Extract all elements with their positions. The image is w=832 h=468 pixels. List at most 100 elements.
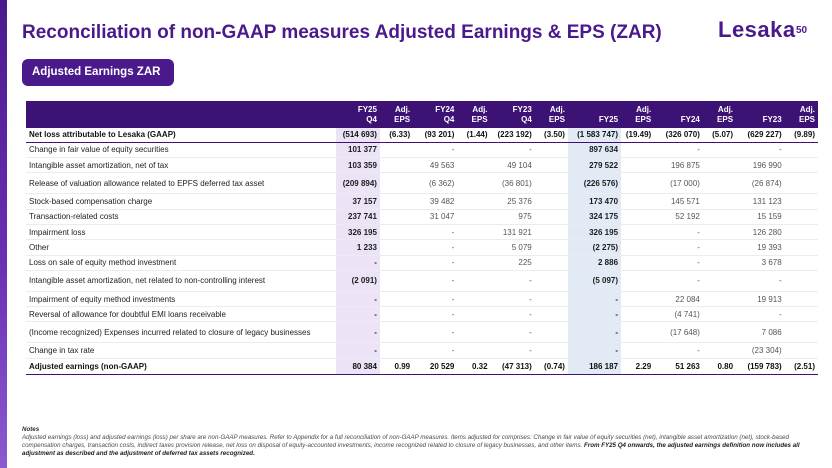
table-cell: (159 783) [736,357,785,375]
table-cell: - [413,342,458,359]
column-header-line2: EPS [471,114,488,124]
column-header: Adj. EPS [534,101,568,127]
table-cell: - [736,270,785,292]
table-cell: 145 571 [654,193,703,210]
table-cell: (1.44) [457,126,491,143]
table-cell [457,321,491,344]
table-row: Intangible asset amortization, net relat… [26,270,818,292]
column-header-line2: EPS [717,114,734,124]
table-cell [457,306,491,323]
table-cell [702,157,737,174]
table-cell [379,224,414,241]
table-cell [702,193,737,210]
column-header-line2: EPS [548,114,565,124]
table-cell: 186 187 [567,357,622,375]
table-row: Loss on sale of equity method investment… [26,255,818,271]
table-cell: - [490,321,535,344]
column-header: FY25 [567,101,622,127]
table-cell [621,342,655,359]
column-header: FY23 Q4 [490,101,535,127]
table-cell: (209 894) [335,172,380,195]
table-cell [784,342,818,359]
table-cell: - [413,291,458,308]
table-body: Net loss attributable to Lesaka (GAAP) (5… [26,126,818,375]
reconciliation-table-container: FY25 Q4 Adj. EPS FY24 Q4 Adj. EPS FY23 Q4 Adj. EPS F… [26,101,818,375]
column-header-line2: FY24 [680,114,700,124]
table-cell: - [413,321,458,344]
table-cell [702,142,737,159]
column-header-line1: Adj. [395,104,411,114]
table-cell [784,157,818,174]
table-cell: - [654,342,703,359]
table-cell [702,255,737,271]
notes-text: Adjusted earnings (loss) and adjusted ea… [22,434,812,458]
table-cell [621,270,655,292]
table-cell: - [654,224,703,241]
table-row: Impairment loss 326 195-131 921 326 195-12… [26,224,818,241]
table-cell: - [567,321,622,344]
table-cell [457,342,491,359]
column-header: Adj. EPS [621,101,655,127]
table-cell: - [567,291,622,308]
table-cell: 103 359 [335,157,380,174]
column-header-line2: EPS [798,114,815,124]
table-cell: (1 583 747) [567,126,622,143]
column-header-line2: Q4 [366,114,377,124]
table-cell [457,172,491,195]
table-row: Release of valuation allowance related t… [26,172,818,195]
column-header: FY24 Q4 [413,101,458,127]
table-cell: - [335,291,380,308]
table-cell [534,270,568,292]
table-cell: - [413,270,458,292]
table-cell [621,172,655,195]
table-cell: 324 175 [567,209,622,225]
lesaka-logo: Lesaka [718,17,796,42]
row-label: Net loss attributable to Lesaka (GAAP) [26,126,336,143]
row-label: Stock-based compensation charge [26,193,336,210]
table-cell: 0.80 [702,357,737,375]
table-row: Net loss attributable to Lesaka (GAAP) (5… [26,126,818,143]
table-cell [379,306,414,323]
table-cell [702,172,737,195]
table-cell [534,306,568,323]
table-cell: - [335,342,380,359]
table-cell [621,321,655,344]
reconciliation-table: FY25 Q4 Adj. EPS FY24 Q4 Adj. EPS FY23 Q4 Adj. EPS F… [26,101,818,375]
table-cell: 49 563 [413,157,458,174]
footnotes: Notes Adjusted earnings (loss) and adjus… [22,426,812,458]
table-cell [457,157,491,174]
column-header: Adj. EPS [784,101,818,127]
table-cell: (326 070) [654,126,703,143]
table-cell: 975 [490,209,535,225]
table-cell: (19.49) [621,126,655,143]
table-cell [534,321,568,344]
table-cell: (629 227) [736,126,785,143]
table-cell [534,239,568,256]
table-cell: 25 376 [490,193,535,210]
table-cell: - [490,142,535,159]
table-cell [702,321,737,344]
row-label: Reversal of allowance for doubtful EMI l… [26,306,336,323]
column-header-line1: FY25 [357,104,377,114]
table-cell [379,157,414,174]
table-cell: (17 000) [654,172,703,195]
table-cell [621,157,655,174]
table-cell: (6.33) [379,126,414,143]
row-label: Release of valuation allowance related t… [26,172,336,195]
table-cell: 2.29 [621,357,655,375]
accent-bar [0,0,7,468]
table-cell: 49 104 [490,157,535,174]
table-cell [534,209,568,225]
table-cell: (93 201) [413,126,458,143]
table-cell: 31 047 [413,209,458,225]
table-cell: 37 157 [335,193,380,210]
table-cell [621,306,655,323]
row-label: Other [26,239,336,256]
table-cell: (2.51) [784,357,818,375]
table-row: Change in tax rate - - - - - (23 304) [26,342,818,359]
row-label: Adjusted earnings (non-GAAP) [26,357,336,375]
column-header: FY24 [654,101,703,127]
table-row: (Income recognized) Expenses incurred re… [26,321,818,344]
table-cell: 80 384 [335,357,380,375]
column-header-line1: Adj. [549,104,565,114]
